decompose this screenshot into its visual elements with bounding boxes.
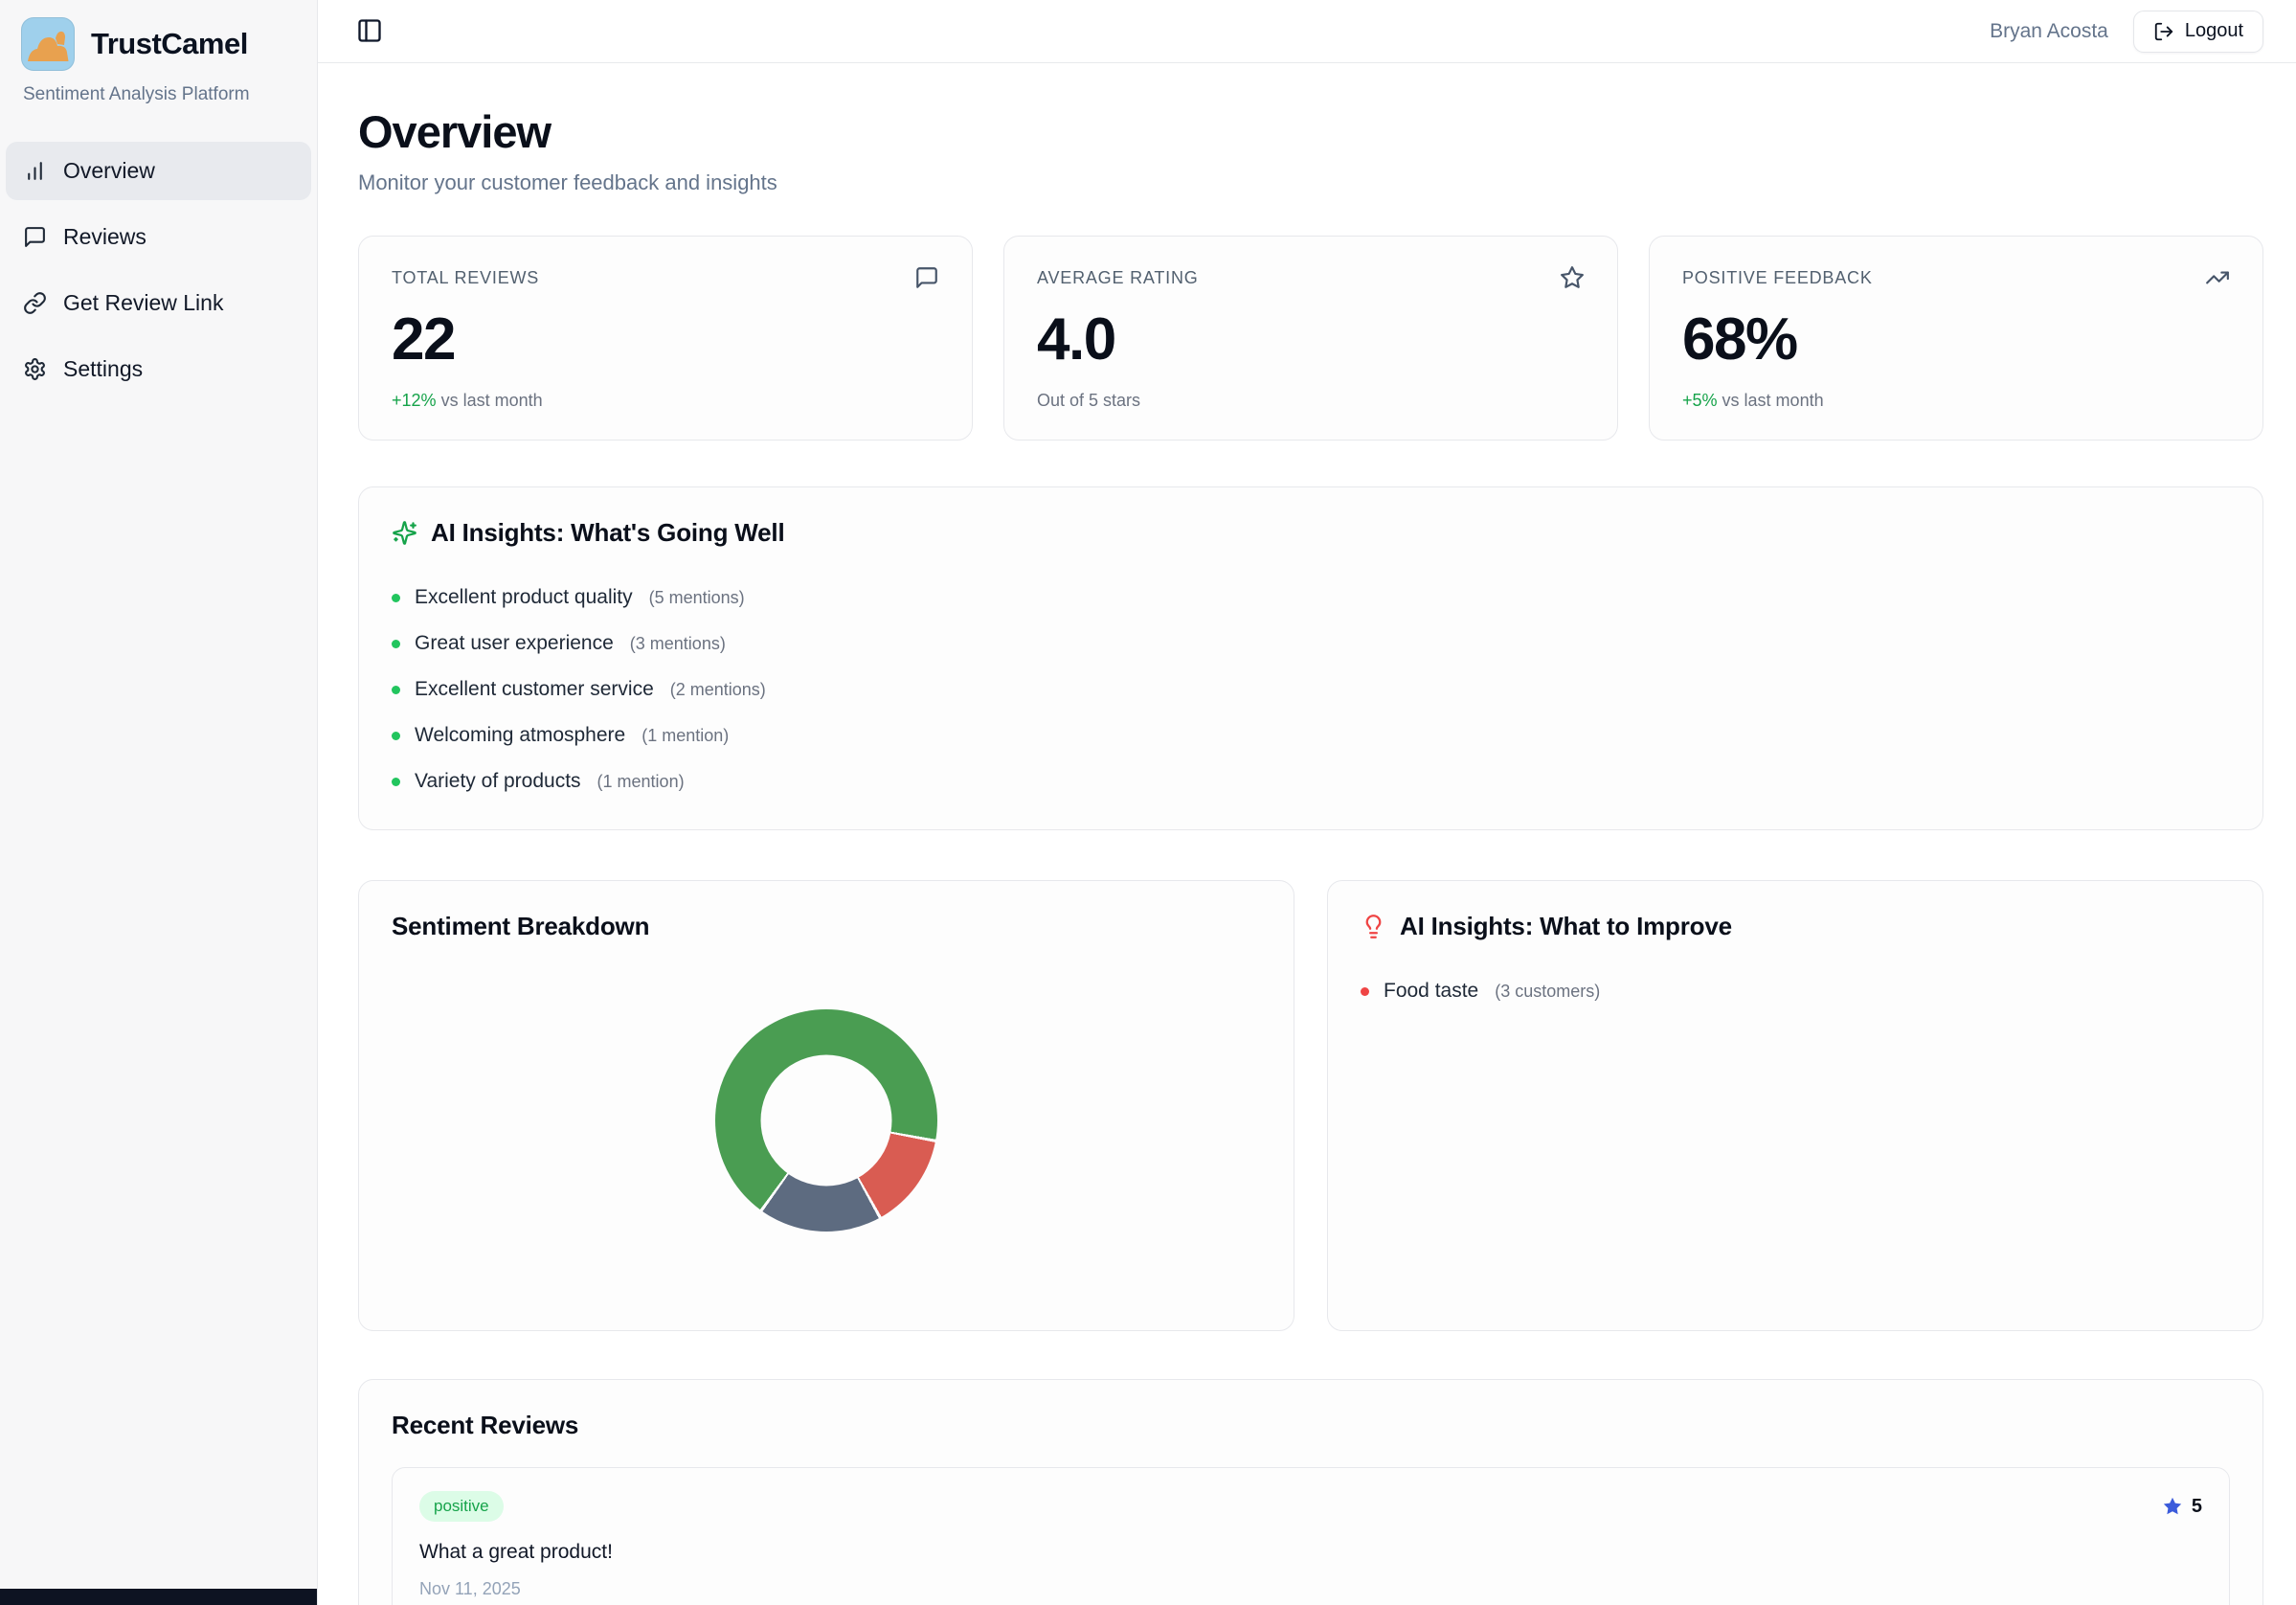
stat-card-positive-feedback: POSITIVE FEEDBACK 68% +5% vs last month bbox=[1649, 236, 2263, 441]
insight-count: (5 mentions) bbox=[648, 587, 745, 607]
ai-insights-well-card: AI Insights: What's Going Well Excellent… bbox=[358, 486, 2263, 830]
stat-change-suffix: vs last month bbox=[1722, 391, 1824, 410]
main-area: Bryan Acosta Logout Overview Monitor you… bbox=[318, 0, 2296, 1605]
stat-note: Out of 5 stars bbox=[1037, 391, 1141, 410]
stat-label: TOTAL REVIEWS bbox=[392, 267, 540, 287]
bullet-dot bbox=[392, 593, 400, 602]
stat-footnote: Out of 5 stars bbox=[1037, 391, 1585, 411]
insight-count: (1 mention) bbox=[642, 725, 730, 745]
insight-count: (3 mentions) bbox=[629, 633, 726, 653]
app-tagline: Sentiment Analysis Platform bbox=[23, 84, 250, 104]
gear-icon bbox=[23, 357, 47, 381]
brand: TrustCamel bbox=[0, 0, 317, 71]
sentiment-breakdown-card: Sentiment Breakdown bbox=[358, 880, 1294, 1331]
stat-card-average-rating: AVERAGE RATING 4.0 Out of 5 stars bbox=[1003, 236, 1618, 441]
stat-footnote: +12% vs last month bbox=[392, 391, 939, 411]
card-title: AI Insights: What to Improve bbox=[1400, 912, 1732, 940]
panel-left-icon bbox=[358, 18, 381, 42]
bar-chart-icon bbox=[23, 159, 47, 183]
insight-text: Excellent customer service bbox=[415, 678, 654, 700]
insight-item: Excellent product quality (5 mentions) bbox=[392, 575, 2230, 621]
sidebar-nav: Overview Reviews Get Review Link Setting… bbox=[0, 142, 317, 398]
donut-chart-area bbox=[392, 941, 1261, 1300]
stat-change: +5% bbox=[1682, 391, 1718, 410]
sidebar-item-label: Settings bbox=[63, 356, 144, 381]
insight-item: Welcoming atmosphere (1 mention) bbox=[392, 712, 2230, 758]
bullet-dot bbox=[392, 639, 400, 648]
insight-text: Welcoming atmosphere bbox=[415, 724, 626, 746]
bullet-dot bbox=[392, 731, 400, 740]
link-icon bbox=[23, 291, 47, 315]
page-subtitle: Monitor your customer feedback and insig… bbox=[358, 170, 777, 194]
sidebar-item-reviews[interactable]: Reviews bbox=[6, 208, 311, 266]
rating-value: 5 bbox=[2191, 1495, 2202, 1517]
lightbulb-icon bbox=[1361, 914, 1386, 939]
insight-text: Variety of products bbox=[415, 770, 581, 792]
review-text: What a great product! bbox=[419, 1541, 613, 1563]
sidebar-item-settings[interactable]: Settings bbox=[6, 340, 311, 398]
review-rating: 5 bbox=[2162, 1496, 2202, 1518]
sentiment-badge: positive bbox=[419, 1491, 504, 1522]
sparkles-icon bbox=[392, 520, 417, 546]
insight-item: Great user experience (3 mentions) bbox=[392, 621, 2230, 667]
insight-count: (1 mention) bbox=[597, 771, 685, 791]
stats-row: TOTAL REVIEWS 22 +12% vs last month AVER… bbox=[358, 236, 2263, 441]
card-title: Sentiment Breakdown bbox=[392, 912, 650, 940]
app-logo-icon bbox=[21, 17, 75, 71]
star-icon bbox=[1560, 265, 1585, 290]
sidebar-item-label: Get Review Link bbox=[63, 290, 224, 315]
sidebar-item-get-review-link[interactable]: Get Review Link bbox=[6, 274, 311, 332]
stat-footnote: +5% vs last month bbox=[1682, 391, 2230, 411]
insights-improve-list: Food taste (3 customers) bbox=[1361, 968, 2230, 1014]
star-filled-icon bbox=[2162, 1496, 2183, 1517]
insight-text: Food taste bbox=[1384, 980, 1479, 1002]
trending-up-icon bbox=[2205, 265, 2230, 290]
insight-count: (2 mentions) bbox=[669, 679, 766, 699]
stat-change: +12% bbox=[392, 391, 437, 410]
bullet-dot bbox=[392, 777, 400, 786]
sidebar-item-label: Reviews bbox=[63, 224, 146, 249]
message-icon bbox=[23, 225, 47, 249]
bullet-dot bbox=[392, 685, 400, 694]
two-column-row: Sentiment Breakdown AI Insights: What to… bbox=[358, 880, 2263, 1331]
stat-value: 4.0 bbox=[1037, 306, 1116, 373]
stat-label: AVERAGE RATING bbox=[1037, 267, 1199, 287]
logout-label: Logout bbox=[2184, 20, 2243, 41]
stat-value: 68% bbox=[1682, 306, 1798, 373]
donut-hole bbox=[760, 1054, 892, 1187]
insight-text: Great user experience bbox=[415, 632, 614, 654]
stat-value: 22 bbox=[392, 306, 456, 373]
sidebar-item-overview[interactable]: Overview bbox=[6, 142, 311, 200]
card-title: AI Insights: What's Going Well bbox=[431, 518, 785, 547]
page-title: Overview bbox=[358, 106, 551, 157]
review-item: positive 5 What a great product! Nov 11,… bbox=[392, 1467, 2230, 1605]
bullet-dot bbox=[1361, 986, 1369, 996]
insights-well-list: Excellent product quality (5 mentions) G… bbox=[392, 575, 2230, 804]
logout-button[interactable]: Logout bbox=[2132, 10, 2263, 53]
insight-text: Excellent product quality bbox=[415, 586, 633, 608]
sentiment-donut-chart bbox=[715, 1009, 937, 1232]
sidebar: TrustCamel Sentiment Analysis Platform O… bbox=[0, 0, 318, 1605]
sidebar-toggle-button[interactable] bbox=[356, 17, 385, 46]
review-date: Nov 11, 2025 bbox=[419, 1579, 521, 1598]
insight-item: Excellent customer service (2 mentions) bbox=[392, 667, 2230, 712]
logout-icon bbox=[2153, 21, 2174, 42]
message-icon bbox=[914, 265, 939, 290]
user-name: Bryan Acosta bbox=[1990, 19, 2108, 42]
stat-change-suffix: vs last month bbox=[440, 391, 543, 410]
card-title: Recent Reviews bbox=[392, 1411, 579, 1439]
ai-insights-improve-card: AI Insights: What to Improve Food taste … bbox=[1327, 880, 2263, 1331]
insight-item: Food taste (3 customers) bbox=[1361, 968, 2230, 1014]
stat-label: POSITIVE FEEDBACK bbox=[1682, 267, 1873, 287]
sidebar-item-label: Overview bbox=[63, 158, 155, 183]
topbar: Bryan Acosta Logout bbox=[318, 0, 2296, 63]
stat-card-total-reviews: TOTAL REVIEWS 22 +12% vs last month bbox=[358, 236, 973, 441]
insight-count: (3 customers) bbox=[1495, 981, 1601, 1001]
sidebar-footer-strip bbox=[0, 1589, 317, 1605]
insight-item: Variety of products (1 mention) bbox=[392, 758, 2230, 804]
page-content: Overview Monitor your customer feedback … bbox=[318, 63, 2296, 1605]
app-name: TrustCamel bbox=[91, 27, 248, 60]
recent-reviews-card: Recent Reviews positive 5 What a great p… bbox=[358, 1379, 2263, 1605]
